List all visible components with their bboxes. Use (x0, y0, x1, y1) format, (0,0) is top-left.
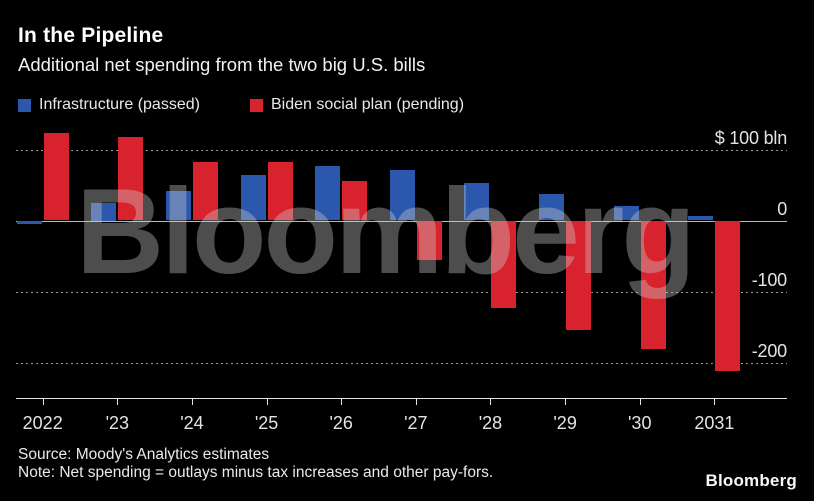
bloomberg-logo: Bloomberg (705, 471, 797, 490)
x-axis-label-27: '27 (404, 413, 428, 433)
x-axis-tick-26 (341, 398, 343, 405)
bar-social-plan-30 (640, 220, 666, 349)
zero-baseline (16, 220, 787, 222)
legend-swatch-red-icon (250, 98, 263, 112)
gridline--200 (16, 362, 787, 364)
bar-infrastructure-26 (315, 165, 341, 221)
bar-social-plan-28 (491, 220, 517, 308)
bar-infrastructure-28 (464, 182, 490, 221)
x-axis-tick-30 (639, 398, 641, 405)
y-axis-label--100: -100 (751, 269, 787, 290)
x-axis-label-25: '25 (254, 413, 279, 433)
note-text: Note: Net spending = outlays minus tax i… (18, 464, 494, 481)
chart-title: In the Pipeline (18, 24, 164, 47)
legend-label-infrastructure: Infrastructure (passed) (39, 96, 200, 113)
legend-swatch-blue-icon (18, 98, 31, 112)
bar-infrastructure-25 (240, 175, 266, 221)
y-axis-label--200: -200 (751, 340, 787, 361)
x-axis-label-2031: 2031 (694, 413, 735, 433)
bar-infrastructure-2031 (688, 216, 714, 221)
y-axis-label-100: $ 100 bln (714, 127, 787, 148)
bar-social-plan-2031 (715, 220, 741, 372)
gridline--100 (16, 291, 787, 293)
bar-infrastructure-27 (389, 170, 415, 221)
x-axis-label-26: '26 (329, 413, 353, 433)
bar-social-plan-25 (267, 162, 293, 221)
bar-infrastructure-2022 (16, 220, 42, 225)
x-axis-label-29: '29 (553, 413, 577, 433)
x-axis-label-2022: 2022 (22, 413, 63, 433)
bar-infrastructure-24 (165, 190, 191, 221)
gridline-100 (16, 149, 787, 151)
x-axis-label-30: '30 (628, 413, 652, 433)
x-axis-tick-2031 (714, 398, 716, 405)
bar-social-plan-2022 (43, 133, 69, 221)
x-axis-tick-27 (415, 398, 417, 405)
chart-subtitle: Additional net spending from the two big… (18, 54, 426, 75)
x-axis-tick-25 (266, 398, 268, 405)
bar-infrastructure-29 (539, 193, 565, 221)
bar-social-plan-27 (416, 220, 442, 260)
x-axis-tick-23 (117, 398, 119, 405)
legend-label-social-plan: Biden social plan (pending) (271, 96, 465, 113)
bar-social-plan-23 (118, 137, 144, 221)
x-axis-label-23: '23 (105, 413, 130, 433)
bar-infrastructure-30 (613, 205, 639, 221)
source-text: Source: Moody's Analytics estimates (18, 446, 270, 463)
x-axis-label-28: '28 (478, 413, 503, 433)
x-axis-label-24: '24 (180, 413, 204, 433)
legend-item-social-plan: Biden social plan (pending) (250, 96, 464, 114)
bar-infrastructure-23 (91, 202, 117, 221)
bar-social-plan-26 (342, 180, 368, 221)
y-axis-label-0: 0 (777, 198, 787, 219)
x-axis-tick-2022 (42, 398, 44, 405)
legend-item-infrastructure: Infrastructure (passed) (18, 96, 200, 114)
bar-social-plan-24 (192, 161, 218, 221)
x-axis-tick-24 (191, 398, 193, 405)
x-axis-line (16, 398, 787, 399)
x-axis-tick-29 (565, 398, 567, 405)
x-axis-tick-28 (490, 398, 492, 405)
bar-social-plan-29 (566, 220, 592, 330)
